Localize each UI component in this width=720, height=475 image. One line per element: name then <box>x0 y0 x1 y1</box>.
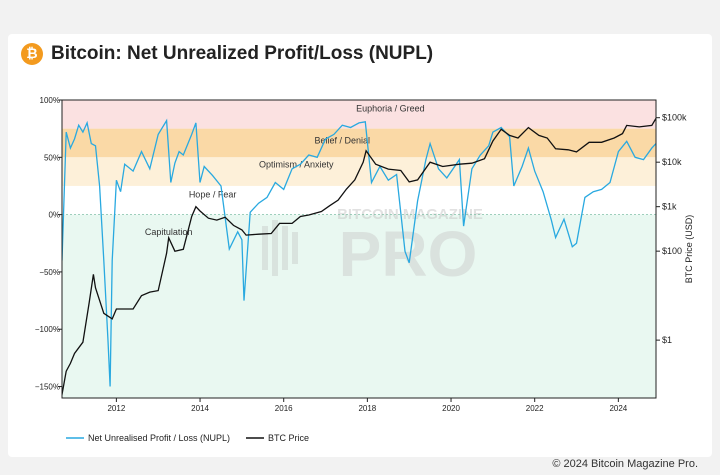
nupl-series-line <box>62 118 656 387</box>
x-tick-label-2016: 2016 <box>275 404 293 413</box>
y-left-tick-label-2: 0% <box>48 211 60 220</box>
x-tick-label-2012: 2012 <box>107 404 125 413</box>
zone-label-3: Hope / Fear <box>189 189 237 199</box>
zone-band-1 <box>62 128 656 158</box>
watermark-bottom-text: PRO <box>339 218 478 290</box>
y-left-tick-label-1: 50% <box>44 153 60 162</box>
y-left-tick-label-3: −50% <box>39 268 60 277</box>
zone-label-4: Capitulation <box>145 227 193 237</box>
x-axis: 2012 2014 2016 2018 2020 2022 2024 <box>107 398 628 413</box>
x-tick-label-2024: 2024 <box>609 404 627 413</box>
zone-label-1: Belief / Denial <box>315 136 371 146</box>
y-axis-right-label: BTC Price (USD) <box>684 215 694 284</box>
y-right-tick-label-3: $100 <box>662 246 682 256</box>
page-title: Bitcoin: Net Unrealized Profit/Loss (NUP… <box>51 43 434 64</box>
sentiment-zones <box>62 100 656 398</box>
x-tick-label-2022: 2022 <box>526 404 544 413</box>
plot-frame <box>61 99 657 399</box>
y-left-tick-label-4: −100% <box>35 325 60 334</box>
y-right-tick-label-1: $10k <box>662 157 682 167</box>
zone-label-0: Euphoria / Greed <box>356 103 425 113</box>
zone-band-3 <box>62 185 656 215</box>
y-left-tick-label-0: 100% <box>40 96 60 105</box>
x-tick-label-2018: 2018 <box>358 404 376 413</box>
y-right-tick-label-4: $1 <box>662 335 672 345</box>
zone-label-2: Optimism / Anxiety <box>259 160 334 170</box>
legend-btc-label: BTC Price <box>268 433 309 443</box>
bitcoin-icon: ₿ <box>21 43 43 65</box>
y-right-tick-label-2: $1k <box>662 202 677 212</box>
y-right-tick-label-0: $100k <box>662 113 687 123</box>
y-left-tick-label-5: −150% <box>35 383 60 392</box>
x-tick-label-2014: 2014 <box>191 404 209 413</box>
y-axis-right: $100k $10k $1k $100 $1 <box>656 113 687 345</box>
legend-nupl-label: Net Unrealised Profit / Loss (NUPL) <box>88 433 230 443</box>
btc-price-series-line <box>62 117 656 396</box>
copyright-footer: © 2024 Bitcoin Magazine Pro. <box>552 458 698 470</box>
x-tick-label-2020: 2020 <box>442 404 460 413</box>
zone-labels: Euphoria / Greed Belief / Denial Optimism … <box>145 103 425 237</box>
legend: Net Unrealised Profit / Loss (NUPL) BTC … <box>66 433 309 443</box>
y-axis-left: 100% 50% 0% −50% −100% −150% <box>35 96 62 392</box>
zone-band-0 <box>62 100 656 129</box>
zone-band-4 <box>62 214 656 398</box>
watermark-logo-icon <box>262 220 298 276</box>
